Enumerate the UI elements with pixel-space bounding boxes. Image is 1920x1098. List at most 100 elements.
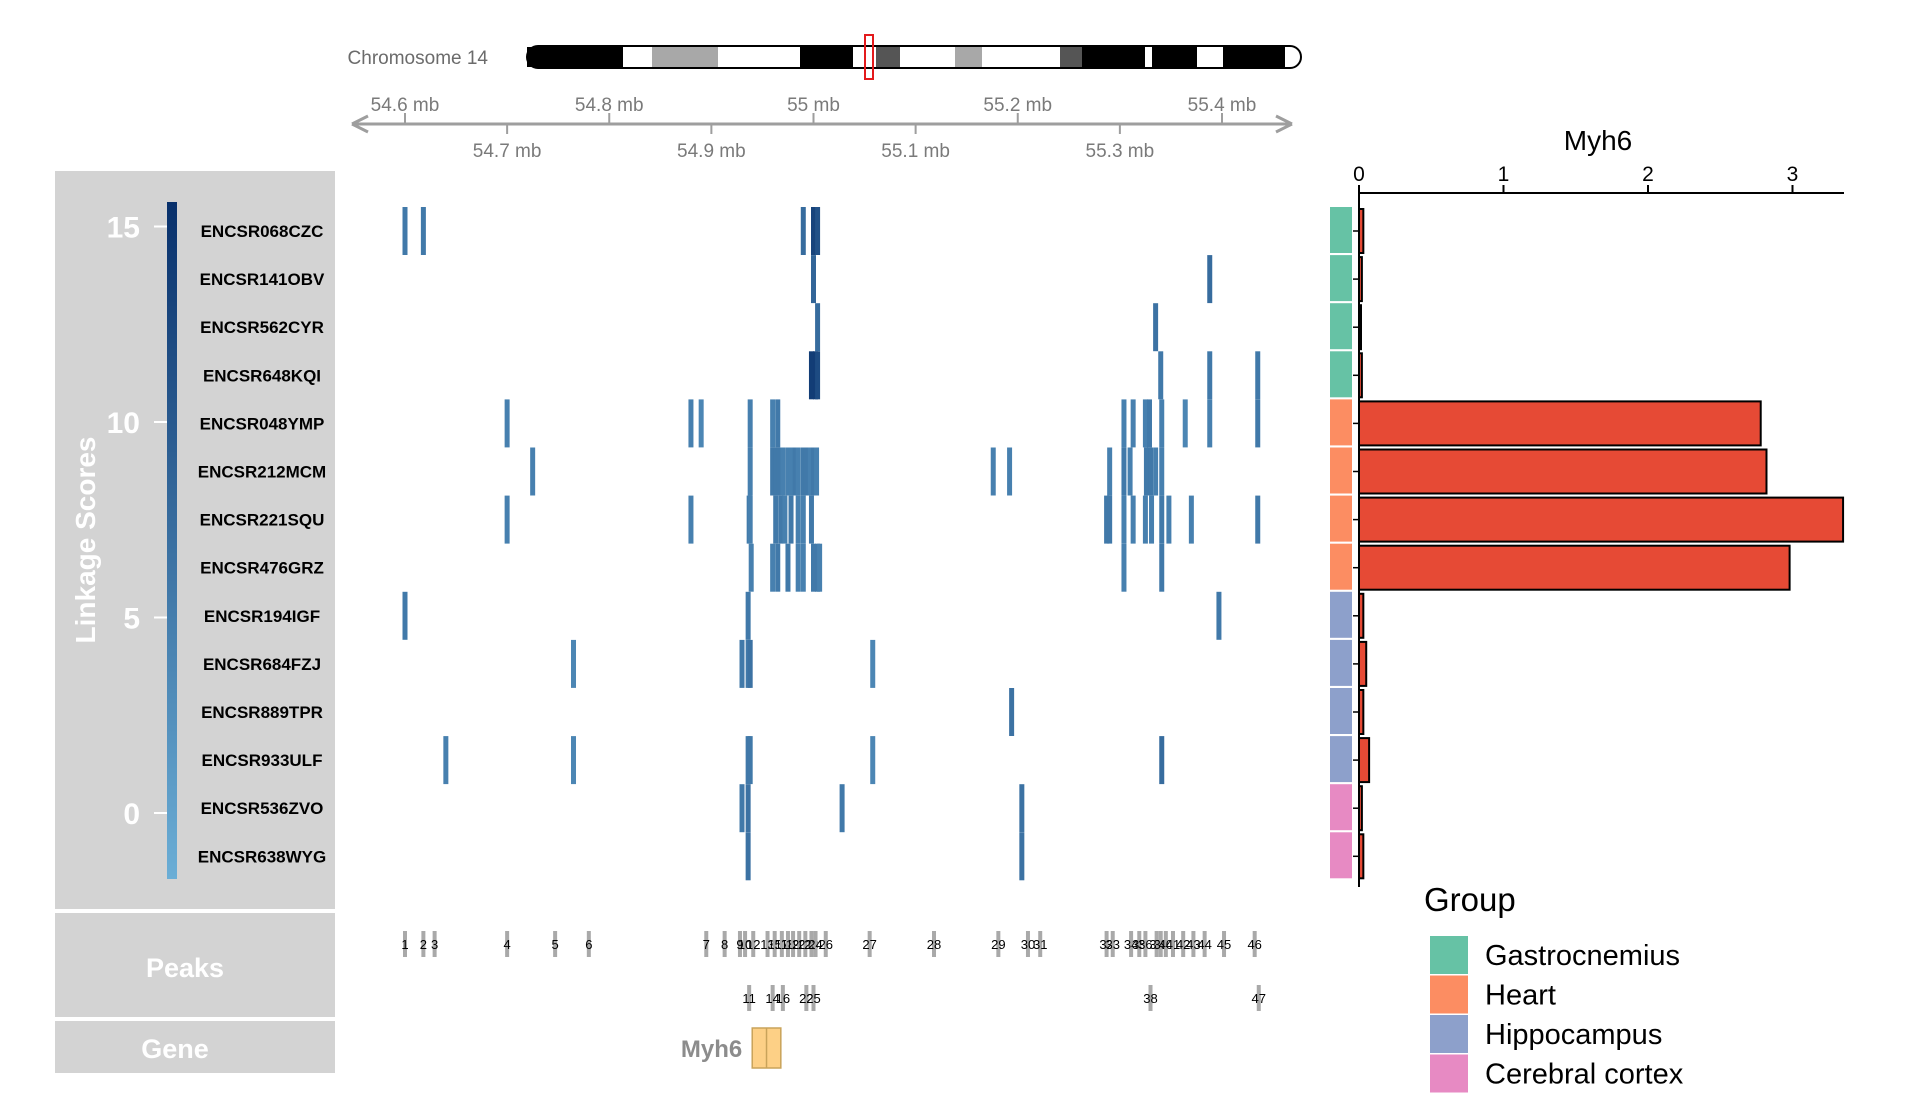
expression-bar <box>1358 833 1365 880</box>
link-mark <box>1255 495 1261 544</box>
genome-axis: 54.6 mb 54.8 mb 55 mb 55.2 mb 55.4 mb 54.7 mb… <box>351 95 1293 162</box>
colorbar-panel <box>55 171 335 909</box>
bar-x-tick-label: 3 <box>1787 163 1799 186</box>
peak-mark <box>1202 931 1207 957</box>
link-mark <box>1130 495 1136 544</box>
link-mark <box>1121 543 1127 592</box>
expression-bar <box>1358 592 1365 639</box>
colorbar-title: Linkage Scores <box>70 437 101 644</box>
peak-label: 46 <box>1247 937 1261 952</box>
link-mark <box>1130 399 1136 448</box>
axis-tick-label: 55.1 mb <box>881 141 950 162</box>
link-mark <box>1121 399 1127 448</box>
link-mark <box>1107 447 1113 496</box>
legend-swatch <box>1430 975 1468 1014</box>
peak-label: 35 <box>1132 937 1146 952</box>
link-mark <box>530 447 536 496</box>
peak-label: 40 <box>1159 937 1173 952</box>
link-mark <box>775 399 781 448</box>
peak-mark <box>747 985 752 1011</box>
ideogram-band <box>800 47 853 67</box>
group-strip-cell <box>1330 688 1352 734</box>
link-mark <box>795 447 801 496</box>
link-mark <box>1159 736 1165 785</box>
link-mark <box>788 447 794 496</box>
ideogram-bands <box>527 47 1301 67</box>
link-mark <box>1153 303 1159 352</box>
link-mark <box>748 543 754 592</box>
link-mark <box>1007 447 1013 496</box>
group-strip-cell <box>1330 447 1352 494</box>
link-mark <box>795 495 801 544</box>
legend-swatch <box>1430 1015 1468 1053</box>
link-mark <box>698 399 704 448</box>
colorbar-gradient <box>167 202 177 879</box>
peak-label: 47 <box>1252 991 1266 1006</box>
legend-swatch <box>1430 936 1468 974</box>
axis-tick-label: 55.2 mb <box>983 95 1052 116</box>
ideogram-band <box>652 47 718 67</box>
link-mark <box>747 399 753 448</box>
peak-mark <box>791 931 796 957</box>
link-mark <box>745 832 751 881</box>
legend-title: Group <box>1424 881 1516 918</box>
link-mark <box>1207 351 1213 400</box>
peak-label: 28 <box>927 937 941 952</box>
ideogram-band <box>900 47 955 67</box>
peak-mark <box>797 931 802 957</box>
sample-label: ENCSR476GRZ <box>200 559 324 578</box>
link-mark <box>1107 495 1113 544</box>
axis-tick-label: 54.7 mb <box>473 141 542 162</box>
peak-mark <box>770 985 775 1011</box>
peak-mark <box>505 931 510 957</box>
link-mark <box>1182 399 1188 448</box>
group-strip-cell <box>1330 207 1352 253</box>
sample-label: ENCSR221SQU <box>200 511 325 530</box>
peak-label: 8 <box>721 937 728 952</box>
axis-tick-label: 54.6 mb <box>371 95 440 116</box>
link-mark <box>778 495 784 544</box>
peak-mark <box>1038 931 1043 957</box>
peak-label: 4 <box>504 937 511 952</box>
bar-chart-title: Myh6 <box>1564 125 1632 156</box>
sample-label: ENCSR933ULF <box>202 751 323 770</box>
link-mark <box>800 207 806 255</box>
link-mark <box>1207 399 1213 448</box>
expression-bar <box>1358 400 1762 447</box>
peak-label: 22 <box>799 991 813 1006</box>
link-mark <box>1127 447 1133 496</box>
link-mark <box>747 639 753 688</box>
link-mark <box>1255 399 1261 448</box>
link-mark <box>780 447 786 496</box>
link-mark <box>870 736 876 785</box>
link-mark <box>1143 447 1149 496</box>
peak-mark <box>779 931 784 957</box>
ideogram-band <box>623 47 652 67</box>
peak-mark <box>704 931 709 957</box>
colorbar-tick-label: 15 <box>107 212 140 245</box>
link-mark <box>811 255 816 304</box>
link-mark <box>770 447 776 496</box>
peak-label: 33 <box>1105 937 1119 952</box>
link-mark <box>1121 447 1127 496</box>
peak-label: 30 <box>1021 937 1035 952</box>
sample-label: ENCSR562CYR <box>200 318 324 337</box>
link-mark <box>1019 784 1025 833</box>
ideogram-outline <box>526 45 1302 69</box>
axis-tick-label: 55.4 mb <box>1188 95 1257 116</box>
peak-label: 16 <box>776 991 790 1006</box>
link-mark <box>1207 255 1213 304</box>
peaks-track-panel <box>55 913 335 1017</box>
colorbar-tick-label: 5 <box>123 603 140 636</box>
link-mark <box>747 736 753 785</box>
link-mark <box>504 495 510 544</box>
link-mark <box>808 495 814 544</box>
peak-mark <box>1148 985 1153 1011</box>
link-mark <box>839 784 845 833</box>
link-mark <box>747 495 753 544</box>
peak-mark <box>751 931 756 957</box>
expression-bar-chart: Myh6 0 1 2 3 <box>1353 125 1845 887</box>
axis-left-arrow <box>351 114 369 134</box>
peak-mark <box>803 931 808 957</box>
expression-bar <box>1358 352 1363 399</box>
